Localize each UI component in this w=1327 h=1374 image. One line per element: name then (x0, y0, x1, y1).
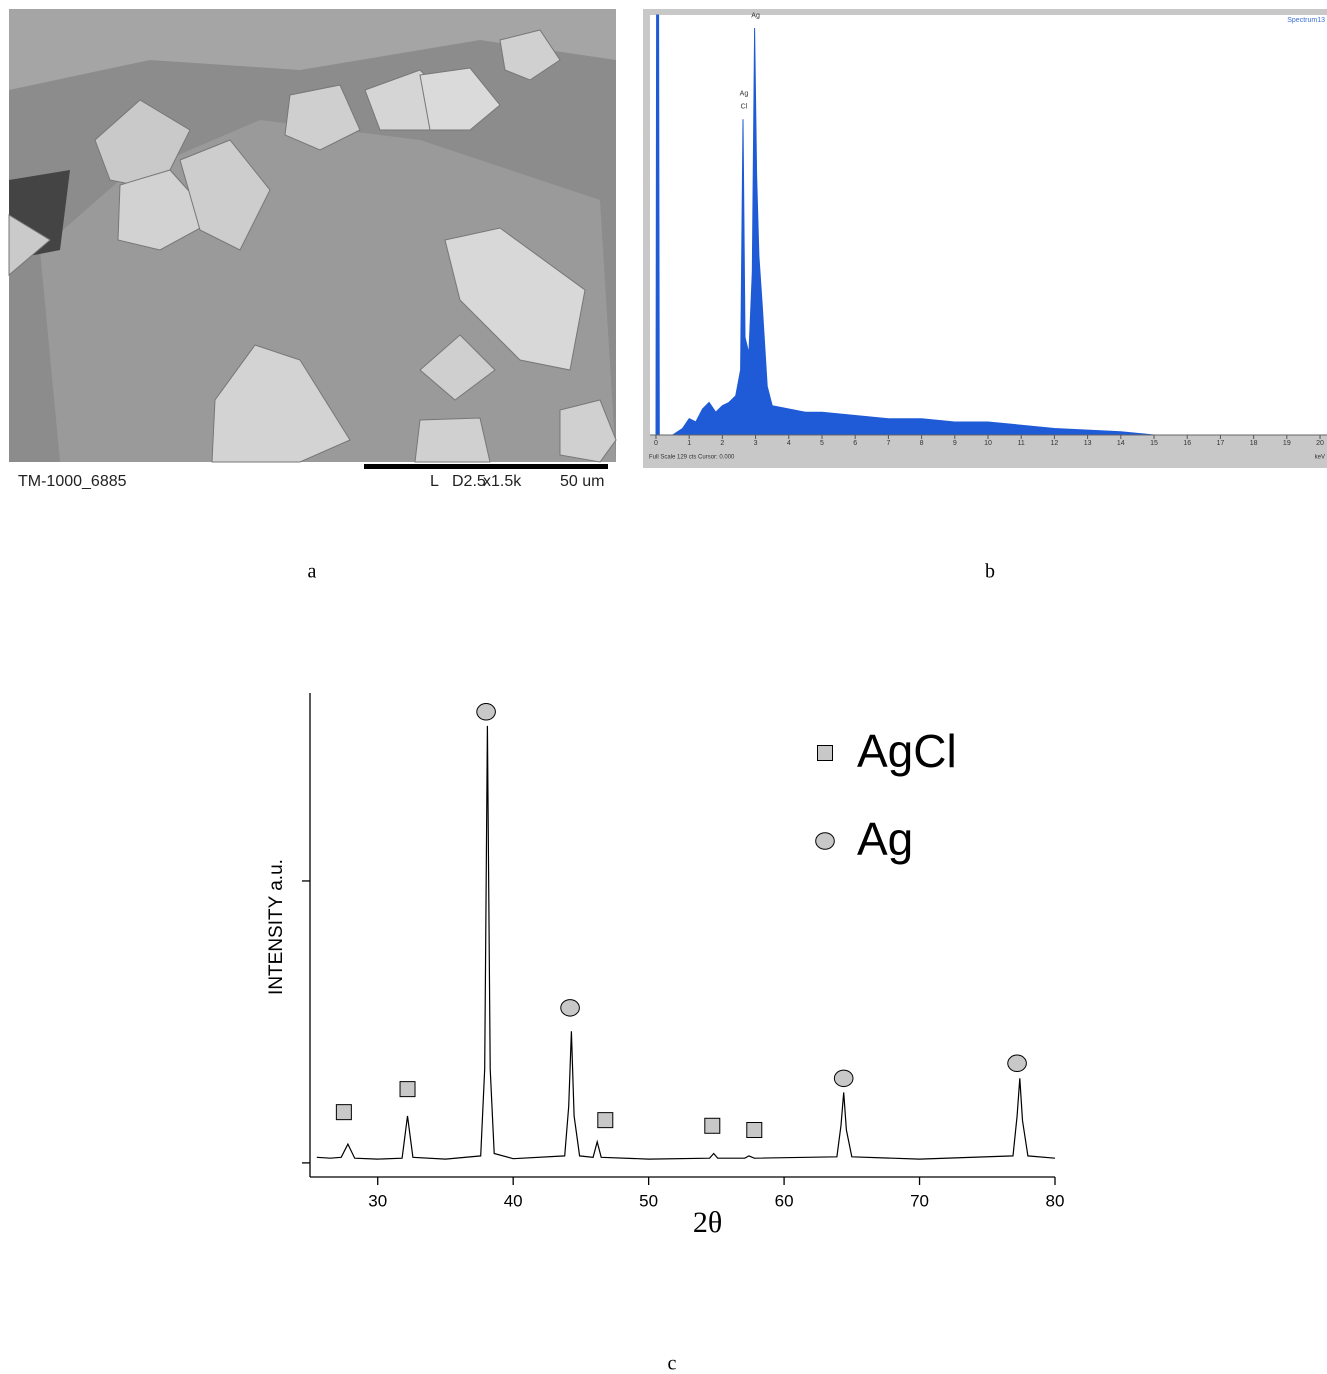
marker-square (704, 1117, 721, 1134)
x-tick-label: 6 (853, 440, 857, 447)
x-tick-label: 14 (1117, 440, 1125, 447)
status-text: Full Scale 129 cts Cursor: 0.000 (649, 455, 735, 461)
sem-magnification: x1.5k (483, 473, 522, 490)
x-tick-label: 17 (1217, 440, 1225, 447)
panel-label: b (985, 561, 995, 583)
marker-circle (1007, 1054, 1027, 1073)
x-tick-label: 15 (1150, 440, 1158, 447)
x-unit: keV (1315, 455, 1325, 461)
x-axis-label: 2θ (693, 1206, 722, 1239)
x-tick-label: 4 (787, 440, 791, 447)
sem-scale: 50 um (560, 473, 604, 490)
x-tick-label: 18 (1250, 440, 1258, 447)
peak-label: Ag (740, 90, 749, 97)
x-tick-label: 20 (1316, 440, 1324, 447)
peak-label: Ag (751, 12, 760, 19)
x-tick-label: 3 (754, 440, 758, 447)
marker-square (746, 1122, 763, 1139)
diffraction-trace (316, 725, 1056, 1160)
spectrum-name: Spectrum13 (1287, 17, 1325, 24)
sem-settings: D2.5 (452, 473, 486, 490)
x-tick-label: 16 (1183, 440, 1191, 447)
legend-label: AgCl (857, 725, 957, 777)
marker-square (399, 1081, 416, 1098)
marker-square (335, 1104, 352, 1121)
panel-label: c (668, 1353, 677, 1374)
sem-image (8, 9, 617, 463)
x-tick-label: 12 (1051, 440, 1059, 447)
x-tick-label: 40 (504, 1191, 523, 1210)
x-tick-label: 10 (984, 440, 992, 447)
legend-swatch (815, 832, 835, 850)
panel-label: a (308, 561, 317, 583)
marker-square (597, 1112, 614, 1129)
x-tick-label: 80 (1046, 1191, 1065, 1210)
x-tick-label: 60 (775, 1191, 794, 1210)
legend-swatch (817, 745, 833, 761)
x-tick-label: 9 (953, 440, 957, 447)
marker-circle (476, 703, 496, 721)
marker-circle (833, 1069, 854, 1088)
spectrum (655, 14, 1320, 436)
y-axis-label: INTENSITY a.u. (266, 859, 287, 995)
x-tick-label: 7 (886, 440, 890, 447)
sem-mode: L (430, 473, 439, 490)
x-tick-label: 50 (639, 1191, 658, 1210)
x-tick-label: 13 (1084, 440, 1092, 447)
scale-bar (364, 464, 608, 469)
x-tick-label: 30 (368, 1191, 387, 1210)
peak-label: Cl (741, 104, 748, 111)
marker-circle (560, 999, 580, 1017)
x-tick-label: 1 (687, 440, 691, 447)
x-tick-label: 2 (720, 440, 724, 447)
x-tick-label: 70 (910, 1191, 929, 1210)
x-tick-label: 5 (820, 440, 824, 447)
x-tick-label: 19 (1283, 440, 1291, 447)
x-tick-label: 11 (1018, 440, 1025, 447)
x-tick-label: 8 (920, 440, 924, 447)
legend-label: Ag (857, 813, 913, 865)
x-tick-label: 0 (654, 440, 658, 447)
sem-id: TM-1000_6885 (18, 473, 127, 490)
